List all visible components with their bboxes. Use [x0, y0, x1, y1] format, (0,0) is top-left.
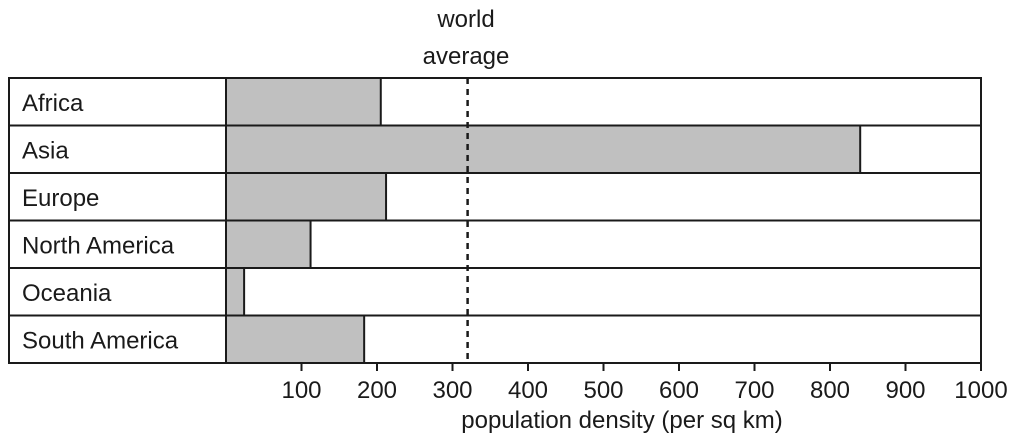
- bar-europe: [225, 172, 388, 222]
- x-tick-label: 200: [357, 377, 397, 404]
- category-label: Europe: [22, 185, 99, 212]
- x-tick-label: 700: [734, 377, 774, 404]
- x-axis: 100 200 300 400 500 600 700 800 900 1000: [281, 363, 1008, 404]
- table-grid: [8, 77, 982, 364]
- bar-africa: [225, 77, 382, 127]
- x-tick-label: 400: [508, 377, 548, 404]
- world-average-label-line2: average: [423, 43, 510, 70]
- category-label: South America: [22, 327, 179, 354]
- x-tick-label: 600: [659, 377, 699, 404]
- category-label: Africa: [22, 90, 84, 117]
- category-labels: Africa Asia Europe North America Oceania Sout…: [22, 90, 179, 355]
- x-axis-title: population density (per sq km): [461, 407, 783, 434]
- category-label: Oceania: [22, 280, 112, 307]
- x-tick-label: 800: [810, 377, 850, 404]
- x-tick-label: 500: [583, 377, 623, 404]
- category-label: North America: [22, 232, 175, 259]
- world-average-label-line1: world: [436, 6, 494, 33]
- x-tick-label: 900: [885, 377, 925, 404]
- x-tick-label: 300: [432, 377, 472, 404]
- bar-asia: [225, 124, 862, 174]
- bar-north-america: [225, 219, 312, 269]
- category-label: Asia: [22, 137, 69, 164]
- bar-south-america: [225, 314, 366, 364]
- bar-oceania: [225, 267, 246, 317]
- x-tick-label: 100: [281, 377, 321, 404]
- x-tick-label: 1000: [954, 377, 1007, 404]
